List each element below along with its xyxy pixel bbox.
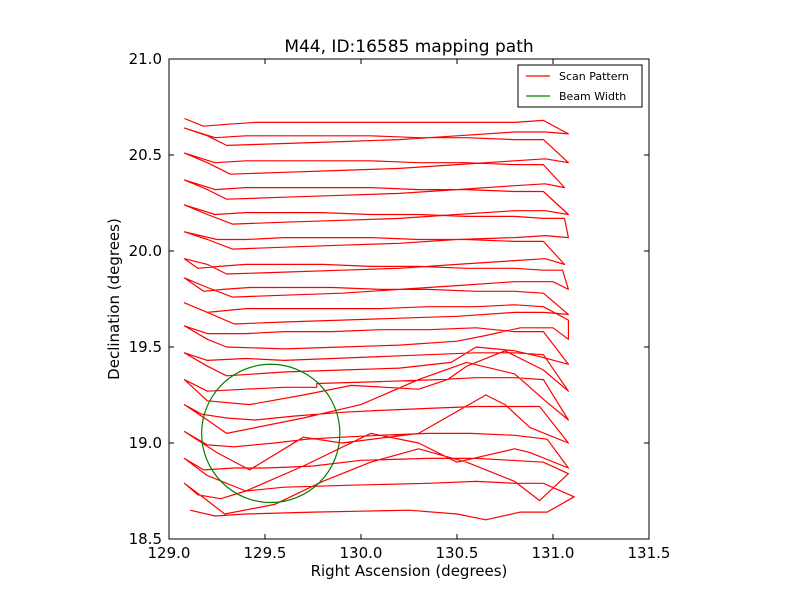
y-tick-label: 20.0	[129, 242, 162, 260]
x-tick-label: 129.0	[148, 544, 191, 562]
series-layer	[183, 117, 575, 521]
series-scan-pattern-line	[183, 117, 575, 521]
x-tick-label: 130.0	[340, 544, 383, 562]
legend: Scan Pattern Beam Width	[517, 64, 643, 108]
legend-label-scan-pattern: Scan Pattern	[559, 70, 629, 83]
x-axis-label: Right Ascension (degrees)	[311, 562, 508, 580]
legend-label-beam-width: Beam Width	[559, 90, 626, 103]
plot-frame	[168, 58, 650, 540]
y-tick-label: 21.0	[129, 50, 162, 68]
y-tick-label: 19.0	[129, 434, 162, 452]
x-tick-label: 130.5	[436, 544, 479, 562]
y-tick-label: 19.5	[129, 338, 162, 356]
x-tick-label: 129.5	[244, 544, 287, 562]
ticks-layer: 129.0 129.5 130.0 130.5 131.0 131.5 18.5 19.0 19…	[129, 50, 671, 562]
plot-area: 129.0 129.5 130.0 130.5 131.0 131.5 18.5 19.0 19…	[129, 50, 671, 562]
series-beam-width-circle	[201, 363, 341, 504]
x-tick-label: 131.5	[628, 544, 671, 562]
chart-title: M44, ID:16585 mapping path	[284, 37, 533, 57]
y-tick-label: 20.5	[129, 146, 162, 164]
y-axis-label: Declination (degrees)	[105, 218, 123, 380]
y-tick-label: 18.5	[129, 530, 162, 548]
legend-box	[517, 64, 643, 108]
x-tick-label: 131.0	[532, 544, 575, 562]
